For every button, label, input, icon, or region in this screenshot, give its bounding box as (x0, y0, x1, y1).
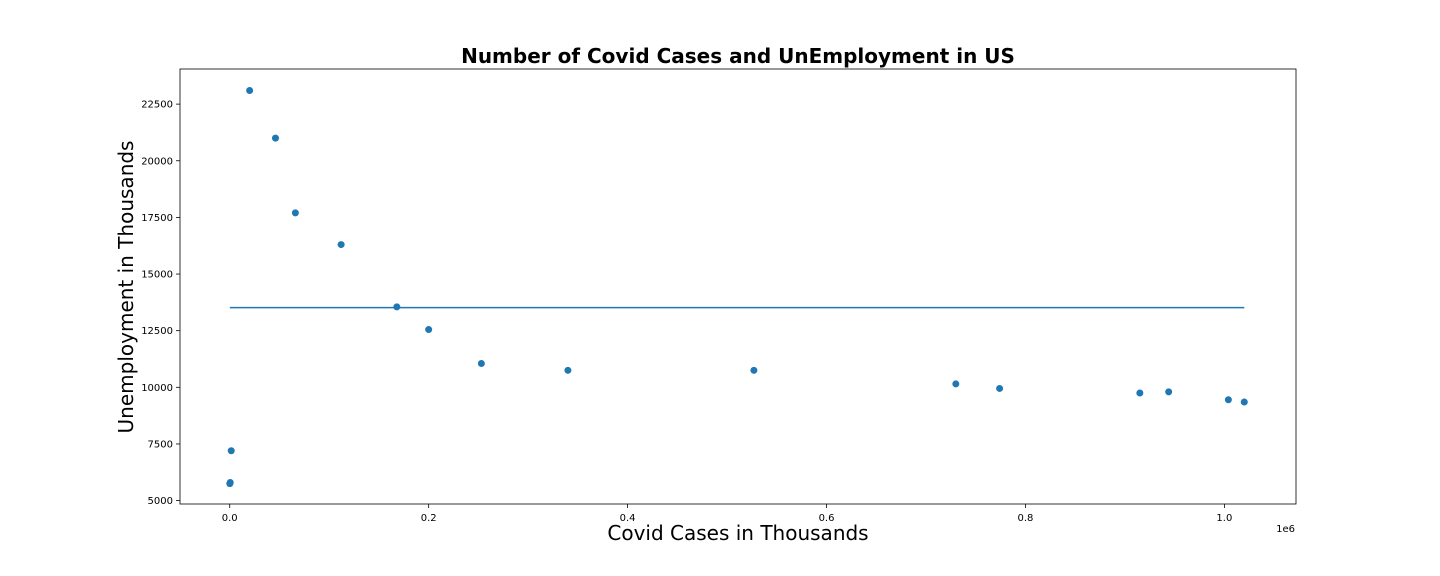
x-axis-offset-label: 1e6 (1276, 524, 1295, 535)
data-point (337, 241, 345, 249)
y-tick-label: 7500 (148, 439, 173, 450)
data-point (271, 134, 279, 142)
x-axis: 0.0 0.2 0.4 0.6 0.8 1.0 (222, 504, 1232, 524)
data-point (227, 447, 235, 455)
data-point (750, 366, 758, 374)
data-point (246, 87, 254, 95)
data-point (564, 366, 572, 374)
data-points (226, 87, 1248, 488)
y-tick-label: 5000 (148, 496, 173, 507)
data-point (996, 384, 1004, 392)
data-point (291, 209, 299, 217)
chart-title: Number of Covid Cases and UnEmployment i… (461, 44, 1015, 68)
x-tick-label: 1.0 (1216, 513, 1232, 524)
data-point (1136, 389, 1144, 397)
data-point (425, 326, 433, 334)
y-axis-label: Unemployment in Thousands (114, 141, 138, 434)
x-tick-label: 0.4 (620, 513, 636, 524)
y-tick-label: 17500 (141, 213, 173, 224)
y-axis: 5000 7500 10000 12500 15000 17500 20000 22500 (141, 100, 180, 507)
y-tick-label: 15000 (141, 270, 173, 281)
plot-frame (179, 68, 1297, 505)
x-axis-label: Covid Cases in Thousands (607, 521, 868, 545)
y-tick-label: 12500 (141, 326, 173, 337)
y-tick-label: 20000 (141, 156, 173, 167)
x-tick-label: 0.8 (1018, 513, 1034, 524)
data-point (477, 360, 485, 368)
x-tick-label: 0.2 (421, 513, 437, 524)
y-tick-label: 22500 (141, 100, 173, 111)
data-point (1240, 398, 1248, 406)
x-tick-label: 0.0 (222, 513, 238, 524)
data-point (952, 380, 960, 388)
data-point (393, 303, 401, 311)
data-point (1224, 396, 1232, 404)
data-point (1165, 388, 1173, 396)
x-tick-label: 0.6 (819, 513, 835, 524)
data-point (226, 478, 234, 486)
y-tick-label: 10000 (141, 383, 173, 394)
